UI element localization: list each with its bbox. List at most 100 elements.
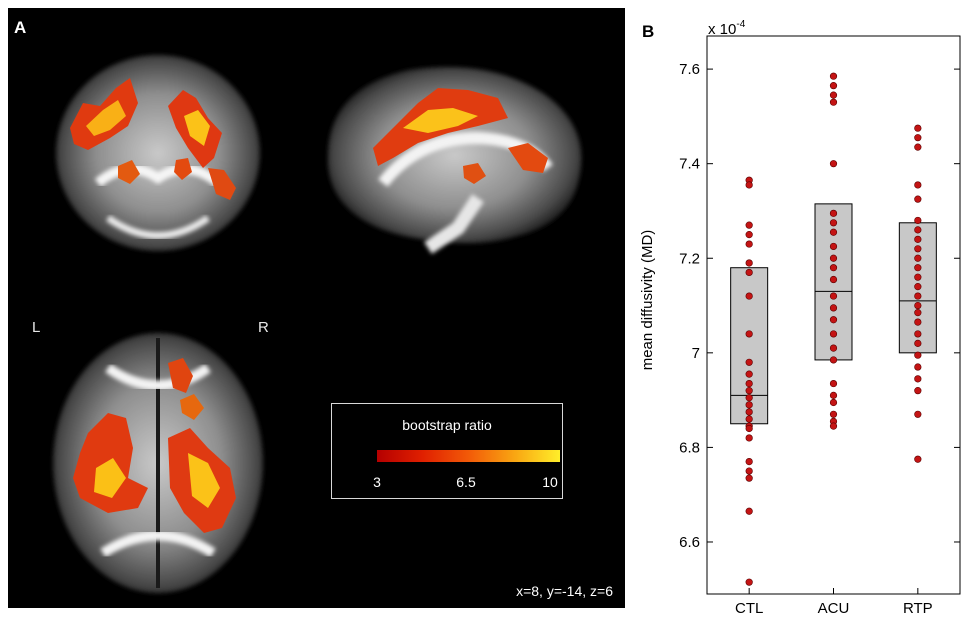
data-point [829,91,838,99]
y-tick-label: 7 [692,345,700,362]
data-point [745,358,753,366]
data-point [914,195,922,203]
data-point [829,242,838,251]
data-point [914,264,922,272]
data-point [914,283,922,291]
data-point [829,304,838,312]
data-point [914,301,922,310]
data-point [745,457,753,466]
data-point [829,160,838,168]
y-axis-label: mean diffusivity (MD) [639,230,656,371]
data-point [745,231,753,239]
data-point [745,240,753,248]
data-point [914,124,922,132]
data-point [829,219,838,227]
data-point [914,330,922,338]
data-point [745,379,753,388]
data-point [745,268,753,277]
coronal-slice [56,55,260,251]
colorbar-title: bootstrap ratio [402,417,492,433]
data-point [914,339,922,347]
data-point [829,275,838,284]
data-point [745,221,753,229]
colorbar-legend: bootstrap ratio 3 6.5 10 [331,403,563,499]
data-point [829,292,838,300]
data-point [914,387,922,395]
data-point [914,455,922,463]
data-point [745,415,753,423]
y-tick-label: 6.6 [679,534,700,551]
y-tick-label: 6.8 [679,439,700,456]
data-point [914,363,922,371]
data-point [914,375,922,383]
md-box-plot: x 10-4 mean diffusivity (MD) 6.6 6.8 7 7.2 7… [639,19,961,617]
data-point [914,273,922,281]
data-point [829,379,838,388]
data-point [914,318,922,326]
data-point [829,344,838,352]
sagittal-slice [327,66,582,254]
sagittal-activation [373,88,548,184]
data-point [914,226,922,234]
data-point [829,82,838,90]
data-point [745,507,753,515]
data-point [829,316,838,324]
data-point [745,474,753,482]
y-tick-label: 7.2 [679,250,700,267]
slice-coordinates: x=8, y=-14, z=6 [516,583,613,599]
data-point [914,292,922,300]
data-point [745,424,753,433]
coronal-activation [70,78,236,200]
data-point [914,235,922,243]
data-point [745,370,753,378]
data-point [914,351,922,359]
axial-slice [53,333,263,593]
axial-activation [73,358,236,533]
data-point [745,434,753,442]
data-point [829,264,838,272]
data-point [829,356,838,364]
data-point [914,410,922,418]
colorbar-tick-label: 3 [373,474,381,490]
data-point [829,391,838,399]
data-point [745,181,753,189]
y-tick-label: 7.4 [679,156,700,173]
data-point [829,72,838,80]
data-point [914,309,922,317]
data-point [914,143,922,151]
data-point [745,578,753,586]
data-point [914,245,922,253]
data-point [745,330,753,338]
brain-image-panel: A L R bootstrap ratio 3 6.5 10 x=8, y=-1… [8,8,625,608]
data-point [745,408,753,416]
data-point [829,254,838,262]
colorbar-tick-label: 6.5 [456,474,476,490]
data-point [829,209,838,217]
colorbar-gradient [377,450,560,462]
data-point [914,134,922,142]
data-point [914,254,922,262]
data-point [914,216,922,225]
right-orientation-label: R [258,319,269,336]
left-orientation-label: L [32,319,41,336]
x-tick-label: ACU [818,600,850,617]
data-point [745,394,753,402]
data-point [914,181,922,189]
x-tick-label: RTP [903,600,933,617]
data-point [745,467,753,475]
data-point [829,98,838,106]
data-point [745,401,753,409]
data-point [745,387,753,395]
plot-area: 6.6 6.8 7 7.2 7.4 7.6 CTL ACU RTP [679,35,961,617]
data-point [829,422,838,430]
colorbar-tick-label: 10 [542,474,558,490]
data-point [829,330,838,338]
panel-a-label: A [14,18,27,37]
y-multiplier: x 10-4 [708,19,746,38]
data-point [829,228,838,236]
data-point [829,398,838,407]
panel-b-label: B [642,22,655,41]
data-point [829,410,838,418]
brain-slices [53,55,582,593]
x-tick-label: CTL [735,600,763,617]
